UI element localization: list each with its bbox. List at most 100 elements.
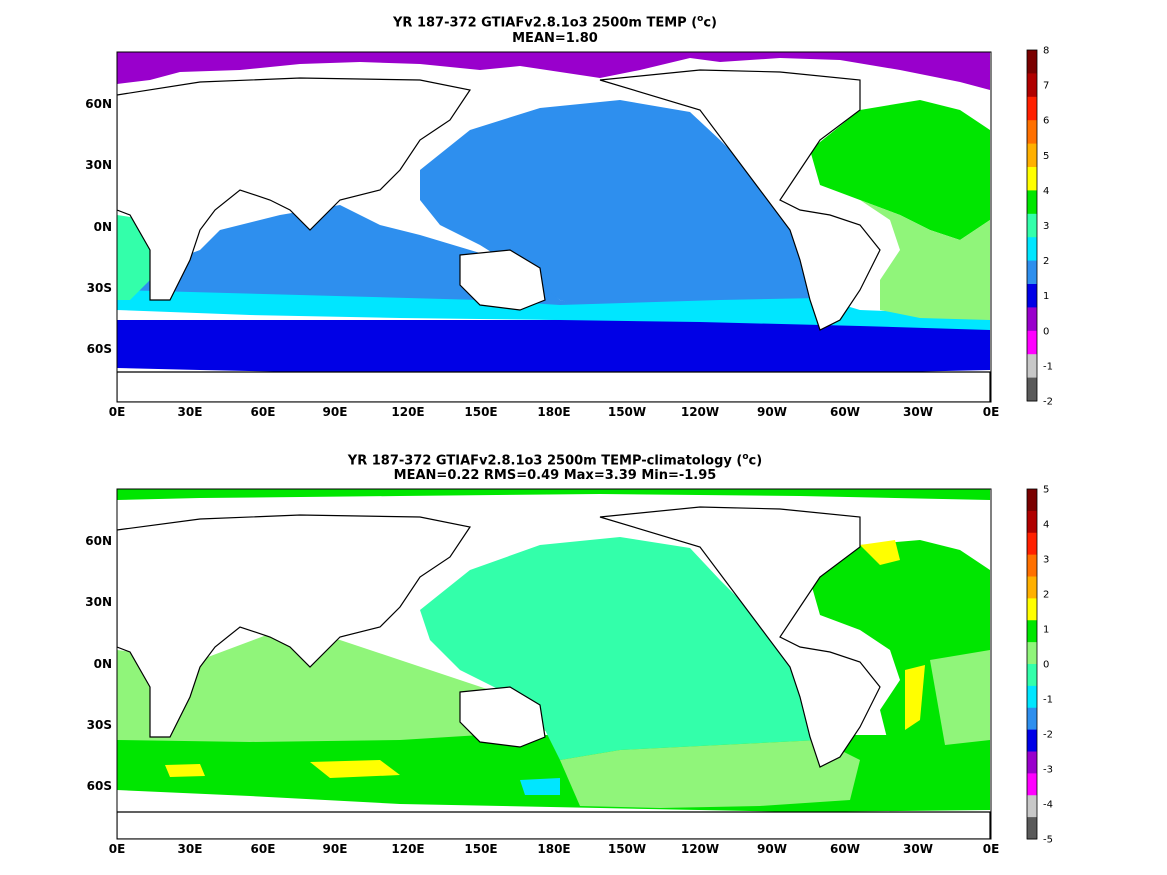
panel2-title: YR 187-372 GTIAFv2.8.1o3 2500m TEMP-clim… [347, 452, 763, 469]
panel1-y-axis: 60N 30N 0N 30S 60S [85, 97, 112, 356]
panel1-x-axis: 0E 30E 60E 90E 120E 150E 180E 150W 120W … [109, 405, 1000, 419]
colorbar-swatch [1027, 354, 1037, 379]
panel2-map [117, 489, 991, 839]
colorbar-swatch [1027, 685, 1037, 709]
panel1-frame [116, 51, 992, 403]
x-tick-label: 60W [830, 405, 860, 419]
arctic-green [117, 489, 990, 500]
antarctica [117, 371, 991, 402]
colorbar-tick-label: 5 [1043, 485, 1049, 496]
colorbar-tick-label: -1 [1043, 695, 1053, 706]
y-tick-label: 60S [87, 779, 112, 793]
x-tick-label: 60E [251, 405, 276, 419]
colorbar-swatch [1027, 773, 1037, 796]
colorbar-tick-label: 0 [1043, 660, 1049, 671]
indian-light-green [117, 630, 560, 742]
atlantic-green [810, 100, 990, 240]
colorbar-swatch [1027, 598, 1037, 621]
colorbar-swatch [1027, 213, 1037, 238]
x-tick-label: 0E [983, 405, 1000, 419]
colorbar-tick-label: -3 [1043, 765, 1053, 776]
southern-ocean-band [117, 320, 990, 382]
x-tick-label: 60E [251, 842, 276, 856]
y-tick-label: 30N [85, 158, 112, 172]
colorbar-tick-label: -4 [1043, 800, 1053, 811]
x-tick-label: 150E [464, 842, 497, 856]
colorbar-swatch [1027, 664, 1037, 687]
circumpolar-cyan-belt [117, 290, 990, 330]
colorbar-swatch [1027, 50, 1037, 74]
panel1-colorbar: 8 7 6 5 4 3 2 1 0 -1 -2 [1026, 46, 1053, 408]
atlantic-light-green [860, 200, 990, 320]
colorbar-swatch [1027, 729, 1037, 752]
australia-2 [459, 686, 546, 748]
x-tick-label: 180E [537, 405, 570, 419]
y-tick-label: 60N [85, 97, 112, 111]
colorbar-swatch [1027, 377, 1037, 402]
x-tick-label: 120W [681, 842, 719, 856]
x-tick-label: 150W [608, 842, 646, 856]
colorbar-tick-label: -2 [1043, 397, 1053, 408]
colorbar-swatch [1027, 707, 1037, 731]
x-tick-label: 150E [464, 405, 497, 419]
x-tick-label: 180E [537, 842, 570, 856]
y-tick-label: 60N [85, 534, 112, 548]
colorbar-swatch [1027, 73, 1037, 98]
colorbar-tick-label: 0 [1043, 326, 1049, 337]
colorbar-tick-label: 1 [1043, 291, 1049, 302]
colorbar-swatch [1027, 554, 1037, 577]
colorbar-swatch [1027, 642, 1037, 665]
colorbar-swatch [1027, 120, 1037, 145]
colorbar-swatch [1027, 167, 1037, 191]
panel1-subtitle: MEAN=1.80 [512, 31, 598, 46]
colorbar-tick-label: 5 [1043, 151, 1049, 162]
colorbar-tick-label: 1 [1043, 625, 1049, 636]
colorbar-tick-label: -1 [1043, 361, 1053, 372]
x-tick-label: 30E [178, 842, 203, 856]
colorbar-swatch [1027, 489, 1037, 512]
colorbar-swatch [1027, 576, 1037, 599]
colorbar-swatch [1027, 751, 1037, 774]
panel2-continents [117, 506, 991, 839]
colorbar-swatch [1027, 620, 1037, 643]
colorbar-swatch [1027, 817, 1037, 840]
south-pacific-light-green [560, 740, 860, 808]
x-tick-label: 0E [109, 405, 126, 419]
atlantic-light-green-2 [930, 650, 990, 745]
x-tick-label: 30W [903, 405, 933, 419]
colorbar-swatch [1027, 190, 1037, 215]
colorbar-swatch [1027, 260, 1037, 285]
colorbar-tick-label: 2 [1043, 256, 1049, 267]
colorbar-swatch [1027, 143, 1037, 168]
colorbar-swatch [1027, 307, 1037, 332]
y-tick-label: 30S [87, 718, 112, 732]
panel2-x-axis: 0E 30E 60E 90E 120E 150E 180E 150W 120W … [109, 842, 1000, 856]
x-tick-label: 90E [323, 405, 348, 419]
colorbar-swatch [1027, 795, 1037, 818]
colorbar-tick-label: 8 [1043, 46, 1049, 57]
colorbar-tick-label: 6 [1043, 116, 1049, 127]
yellow-patch-1 [310, 760, 400, 778]
colorbar-tick-label: 7 [1043, 81, 1049, 92]
panel2-frame [116, 488, 992, 840]
panel1-continents [117, 69, 991, 402]
colorbar-tick-label: 2 [1043, 590, 1049, 601]
panel2-y-axis: 60N 30N 0N 30S 60S [85, 534, 112, 793]
x-tick-label: 0E [109, 842, 126, 856]
colorbar-tick-label: 4 [1043, 186, 1049, 197]
colorbar-tick-label: 3 [1043, 555, 1049, 566]
colorbar-swatch [1027, 237, 1037, 262]
panel1-title: YR 187-372 GTIAFv2.8.1o3 2500m TEMP (oc) [393, 14, 717, 31]
y-tick-label: 30S [87, 281, 112, 295]
y-tick-label: 30N [85, 595, 112, 609]
americas-2 [599, 506, 881, 768]
eurasia-africa-2 [117, 514, 471, 738]
x-tick-label: 120E [391, 842, 424, 856]
colorbar-frame [1026, 49, 1038, 402]
americas [599, 69, 881, 331]
panel2-colorbar: 5 4 3 2 1 0 -1 -2 -3 -4 -5 [1026, 485, 1053, 846]
colorbar-frame [1026, 488, 1038, 840]
colorbar-swatch [1027, 532, 1037, 556]
antarctica-2 [117, 811, 991, 839]
arctic-cold-region [117, 52, 990, 90]
